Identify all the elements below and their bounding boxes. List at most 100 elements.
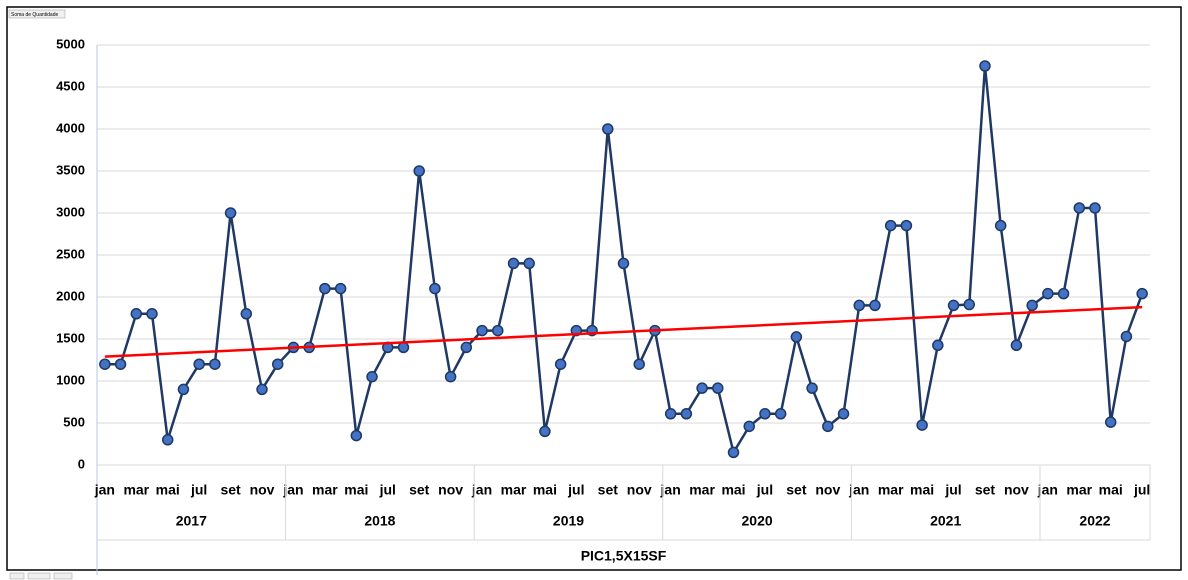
- data-point: [884, 219, 897, 232]
- x-tick-label: nov: [1004, 482, 1029, 498]
- data-point: [130, 308, 143, 320]
- axis-field-button[interactable]: [27, 572, 51, 580]
- data-point: [712, 382, 724, 394]
- data-point: [460, 341, 473, 354]
- y-tick-label: 5000: [56, 36, 85, 51]
- chart-frame: [6, 6, 1182, 571]
- data-point: [979, 60, 991, 72]
- field-button[interactable]: Soma de Quantidade: [11, 12, 58, 18]
- x-tick-label: set: [409, 482, 430, 498]
- trendline: [104, 305, 1143, 358]
- data-point: [790, 331, 803, 343]
- x-tick-label: jul: [1133, 482, 1150, 498]
- data-point: [1042, 287, 1054, 300]
- data-point: [366, 371, 378, 383]
- y-tick-label: 1500: [56, 330, 85, 345]
- x-tick-label: set: [975, 482, 996, 498]
- group-label: 2021: [930, 513, 961, 529]
- x-tick-label: mai: [344, 482, 368, 498]
- data-point: [271, 358, 284, 370]
- x-tick-label: jan: [660, 482, 681, 498]
- y-tick-label: 4500: [56, 78, 85, 93]
- x-tick-label: mai: [1099, 482, 1123, 498]
- data-point: [429, 282, 441, 295]
- x-tick-label: mai: [721, 482, 745, 498]
- x-tick-label: set: [220, 482, 241, 498]
- data-point: [554, 358, 567, 370]
- axis-field-button[interactable]: [9, 572, 25, 580]
- y-tick-label: 4000: [56, 120, 85, 135]
- group-label: 2017: [176, 513, 207, 529]
- data-point: [602, 123, 614, 135]
- x-tick-label: set: [598, 482, 619, 498]
- x-tick-label: mar: [689, 482, 715, 498]
- data-point: [1104, 416, 1117, 428]
- x-tick-label: set: [786, 482, 807, 498]
- data-point: [696, 382, 708, 394]
- y-tick-label: 3500: [56, 162, 85, 177]
- x-tick-label: mar: [878, 482, 904, 498]
- x-tick-label: nov: [438, 482, 463, 498]
- x-tick-label: mai: [910, 482, 934, 498]
- data-point: [837, 408, 850, 420]
- data-point: [507, 257, 520, 270]
- data-point: [334, 282, 347, 295]
- data-point: [853, 299, 865, 312]
- x-tick-label: jul: [379, 482, 396, 498]
- x-tick-label: mar: [123, 482, 149, 498]
- data-point: [193, 358, 205, 370]
- data-point: [869, 299, 881, 312]
- x-tick-label: jan: [471, 482, 492, 498]
- data-point: [114, 358, 127, 370]
- field-button-box[interactable]: [8, 9, 66, 19]
- x-tick-label: nov: [250, 482, 275, 498]
- data-point: [633, 358, 645, 370]
- data-point: [1089, 202, 1101, 214]
- data-point: [916, 419, 928, 431]
- data-point: [444, 371, 457, 383]
- x-tick-label: nov: [815, 482, 840, 498]
- data-point: [350, 429, 363, 442]
- data-point: [664, 408, 677, 420]
- x-tick-label: jan: [848, 482, 869, 498]
- data-point: [932, 339, 944, 352]
- x-tick-label: mai: [156, 482, 180, 498]
- data-point: [774, 408, 787, 420]
- data-point: [1073, 202, 1086, 214]
- x-tick-label: jul: [944, 482, 961, 498]
- data-point: [900, 219, 913, 232]
- y-tick-label: 0: [78, 456, 85, 471]
- data-point: [680, 408, 693, 420]
- data-point: [947, 299, 960, 312]
- data-point: [539, 425, 551, 438]
- data-point: [319, 282, 331, 295]
- x-tick-label: nov: [627, 482, 652, 498]
- x-tick-label: mar: [1066, 482, 1092, 498]
- data-point: [617, 257, 630, 270]
- data-point: [1026, 299, 1038, 312]
- x-tick-label: jan: [282, 482, 303, 498]
- data-point: [1120, 330, 1133, 343]
- data-point: [743, 420, 755, 433]
- x-tick-label: jan: [1037, 482, 1058, 498]
- y-tick-label: 2500: [56, 246, 85, 261]
- group-label: 2019: [553, 513, 584, 529]
- group-label: 2018: [364, 513, 395, 529]
- group-label: 2022: [1079, 513, 1110, 529]
- data-point: [727, 446, 740, 459]
- data-point: [256, 383, 268, 396]
- data-point: [994, 219, 1007, 232]
- data-point: [806, 382, 818, 394]
- data-point: [759, 408, 771, 420]
- data-point: [523, 257, 535, 270]
- data-point: [209, 358, 221, 370]
- axis-field-button[interactable]: [53, 572, 73, 580]
- y-tick-label: 1000: [56, 372, 85, 387]
- x-tick-label: jul: [190, 482, 207, 498]
- x-tick-label: jul: [567, 482, 584, 498]
- y-tick-label: 2000: [56, 288, 85, 303]
- x-tick-label: jul: [756, 482, 773, 498]
- data-point: [397, 341, 410, 354]
